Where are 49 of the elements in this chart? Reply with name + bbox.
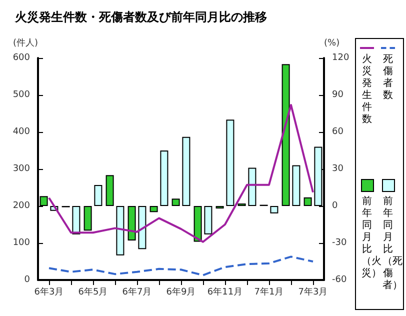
bar xyxy=(116,206,124,256)
y2-tick-label: 0 xyxy=(332,201,338,211)
bar xyxy=(172,198,180,206)
y-tick-label: 0 xyxy=(24,275,30,285)
y2-tick-label: -30 xyxy=(332,238,347,248)
bar xyxy=(150,206,158,212)
chart-title: 火災発生件数・死傷者数及び前年同月比の推移 xyxy=(14,10,267,24)
x-tick-label: 6年5月 xyxy=(78,286,108,298)
y-tick-label: 200 xyxy=(12,201,30,211)
bar xyxy=(292,165,300,206)
bar xyxy=(84,206,92,231)
y2-tick-label: 120 xyxy=(332,53,350,63)
x-tick-label: 6年7月 xyxy=(122,286,152,298)
y2-tick-label: 90 xyxy=(332,90,344,100)
bar xyxy=(128,206,136,241)
bar xyxy=(248,168,256,206)
line-series xyxy=(48,104,314,243)
bar xyxy=(204,206,212,234)
line-series xyxy=(48,256,314,276)
bar xyxy=(72,206,80,234)
x-tick-label: 7年3月 xyxy=(298,286,328,298)
x-tick-label: 7年1月 xyxy=(254,286,284,298)
y-tick-label: 400 xyxy=(12,127,30,137)
bar xyxy=(282,64,290,206)
y-axis-title: (件人) xyxy=(12,38,38,48)
y-tick-label: 500 xyxy=(12,90,30,100)
legend-label: 火災発生件数 xyxy=(362,54,372,126)
y2-tick-label: 60 xyxy=(332,127,344,137)
y2-axis-title: (%) xyxy=(324,38,340,48)
y2-tick-label: 30 xyxy=(332,164,344,174)
bar xyxy=(304,197,312,206)
bar xyxy=(94,185,102,206)
bar xyxy=(160,150,168,206)
bar xyxy=(182,136,190,206)
x-tick-label: 6年9月 xyxy=(166,286,196,298)
y2-tick-label: -60 xyxy=(332,275,347,285)
bar xyxy=(226,120,234,206)
legend-label: 死傷者数 xyxy=(382,54,394,102)
y-tick-label: 600 xyxy=(12,53,30,63)
legend-label: 前年同月比（死傷者） xyxy=(382,196,402,292)
y-tick-label: 300 xyxy=(12,164,30,174)
bar xyxy=(138,206,146,250)
bar xyxy=(194,206,202,242)
x-tick-label: 6年11月 xyxy=(207,286,243,298)
bar xyxy=(270,206,278,214)
y-tick-label: 100 xyxy=(12,238,30,248)
legend-label: 前年同月比（火災） xyxy=(362,196,382,280)
x-tick-label: 6年3月 xyxy=(34,286,64,298)
bar xyxy=(106,175,114,206)
